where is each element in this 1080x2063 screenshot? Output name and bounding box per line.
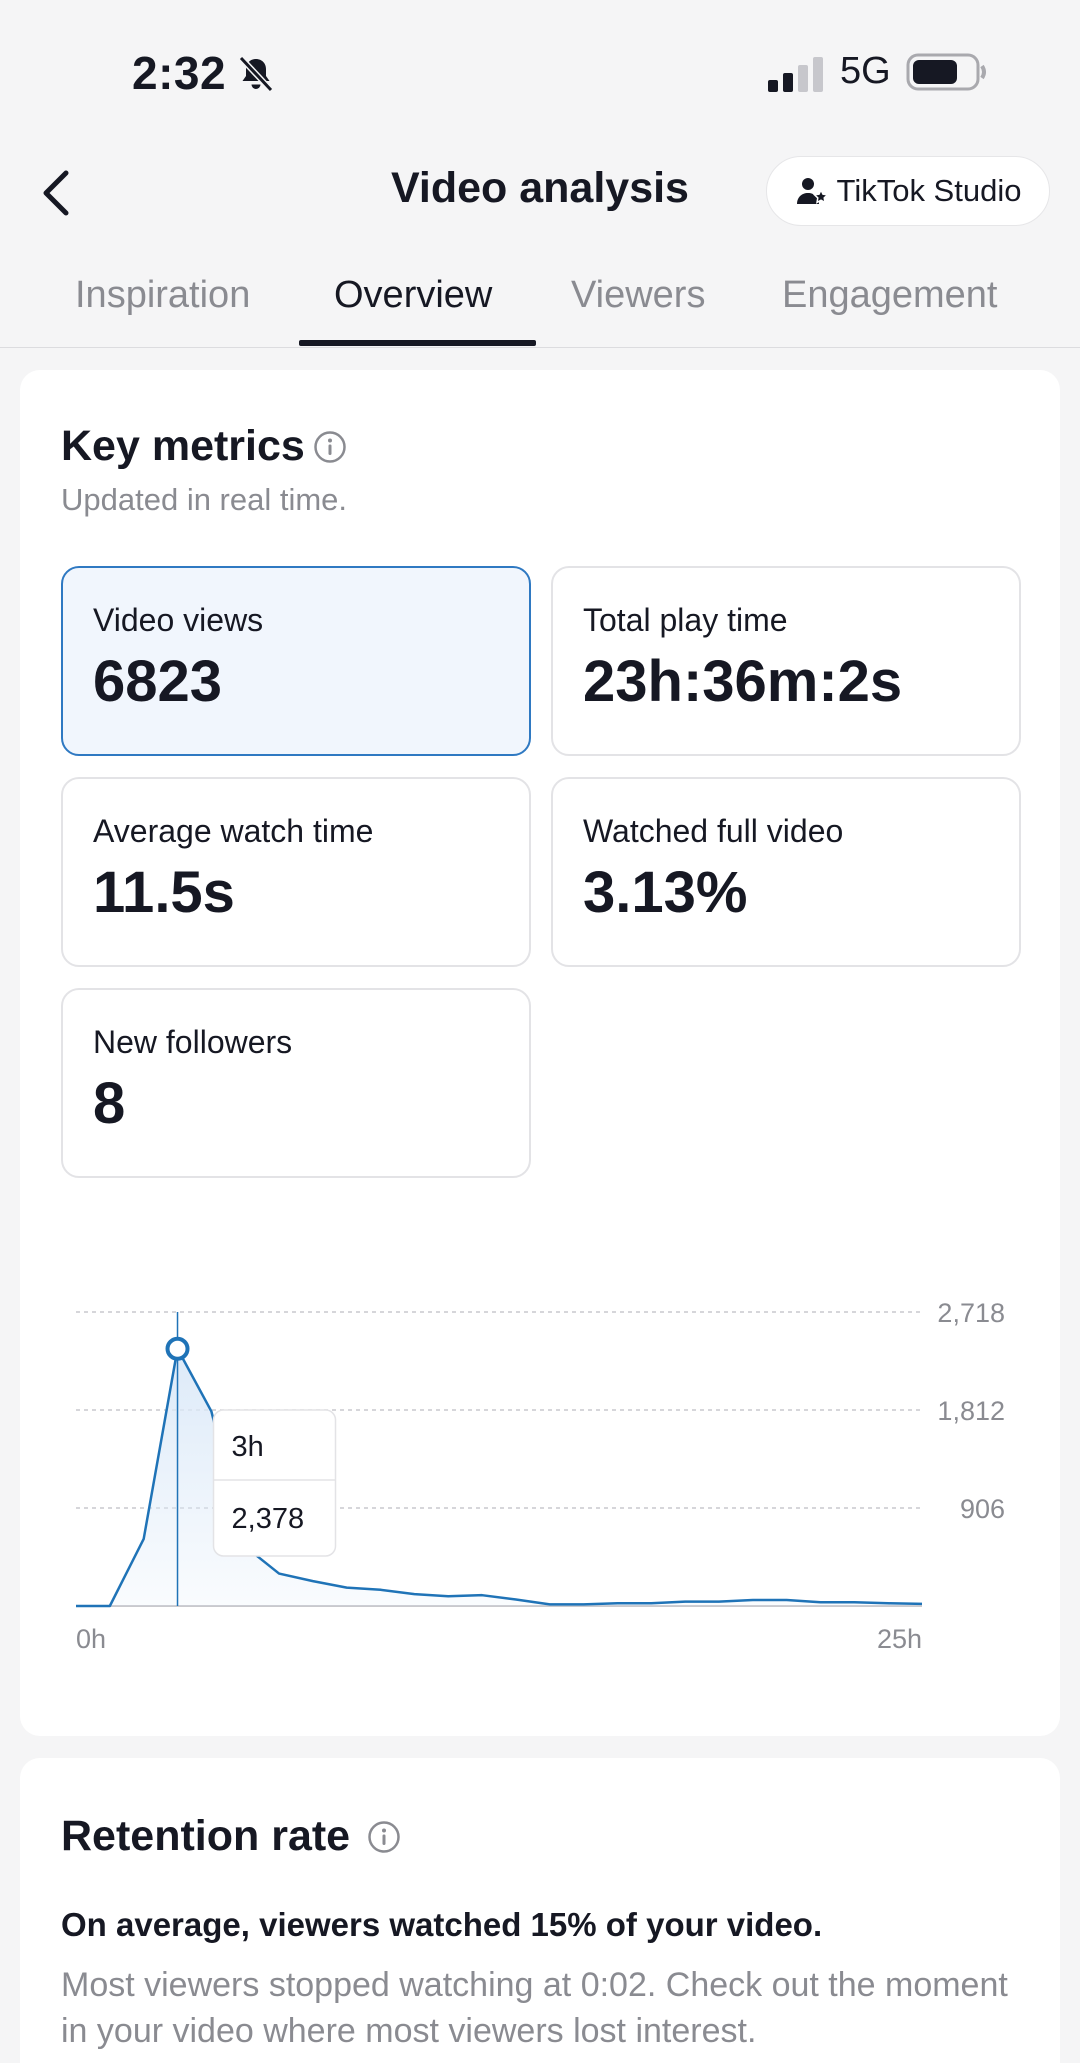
x-tick-label: 25h (877, 1624, 922, 1654)
series-area (76, 1348, 922, 1606)
key-metrics-title: Key metrics (61, 422, 305, 470)
info-icon[interactable] (313, 430, 347, 464)
metric-label: Total play time (583, 602, 788, 638)
metric-video-views[interactable]: Video views 6823 (61, 566, 531, 756)
key-metrics-card: Key metrics Updated in real time. Video … (20, 370, 1060, 1736)
tab-bar: Inspiration Overview Viewers Engagement (0, 248, 1080, 348)
info-icon[interactable] (367, 1820, 401, 1854)
metric-label: Video views (93, 602, 264, 638)
metric-value: 23h:36m:2s (583, 649, 903, 714)
retention-summary: On average, viewers watched 15% of your … (61, 1906, 823, 1943)
active-tab-indicator (299, 340, 536, 346)
retention-title: Retention rate (61, 1812, 351, 1860)
metric-value: 3.13% (583, 860, 748, 925)
tiktok-studio-label: TikTok Studio (836, 173, 1022, 208)
tooltip-box (212, 1409, 337, 1557)
tiktok-studio-button[interactable]: TikTok Studio (766, 156, 1050, 226)
tab-engagement[interactable]: Engagement (782, 274, 998, 316)
x-tick-label: 0h (76, 1624, 106, 1654)
page-title: Video analysis (391, 164, 689, 212)
metric-value: 8 (93, 1071, 126, 1136)
tab-viewers[interactable]: Viewers (571, 274, 706, 316)
battery-icon (906, 53, 986, 91)
status-bar: 2:32 5G (0, 0, 1080, 130)
metric-watched-full-video[interactable]: Watched full video 3.13% (551, 777, 1021, 967)
metric-value: 11.5s (93, 860, 235, 925)
metric-label: Watched full video (583, 813, 844, 849)
key-metrics-subtitle: Updated in real time. (61, 482, 348, 517)
metric-total-play-time[interactable]: Total play time 23h:36m:2s (551, 566, 1021, 756)
video-views-chart[interactable]: 906 1,812 2,718 3h 2,378 0h 25h (20, 1220, 1060, 1690)
network-type: 5G (840, 50, 891, 92)
y-tick-label: 1,812 (937, 1396, 1005, 1426)
metric-label: Average watch time (93, 813, 374, 849)
metric-new-followers[interactable]: New followers 8 (61, 988, 531, 1178)
tab-overview[interactable]: Overview (334, 274, 493, 316)
data-point-marker[interactable] (165, 1336, 190, 1361)
signal-bars-icon (768, 57, 823, 92)
retention-detail: Most viewers stopped watching at 0:02. C… (61, 1966, 1008, 2050)
tooltip-x-label: 3h (232, 1431, 264, 1463)
bell-slash-icon (238, 55, 274, 93)
y-tick-label: 906 (960, 1494, 1005, 1524)
nav-header: Video analysis TikTok Studio (0, 140, 1080, 240)
retention-card: Retention rate On average, viewers watch… (20, 1758, 1060, 2063)
status-time: 2:32 (132, 47, 227, 99)
metric-average-watch-time[interactable]: Average watch time 11.5s (61, 777, 531, 967)
y-tick-label: 2,718 (937, 1298, 1005, 1328)
metric-label: New followers (93, 1024, 293, 1060)
user-star-icon (796, 178, 829, 204)
metric-value: 6823 (93, 649, 223, 714)
tooltip-value: 2,378 (232, 1503, 305, 1535)
tab-inspiration[interactable]: Inspiration (75, 274, 251, 316)
chevron-left-icon[interactable] (36, 168, 76, 218)
